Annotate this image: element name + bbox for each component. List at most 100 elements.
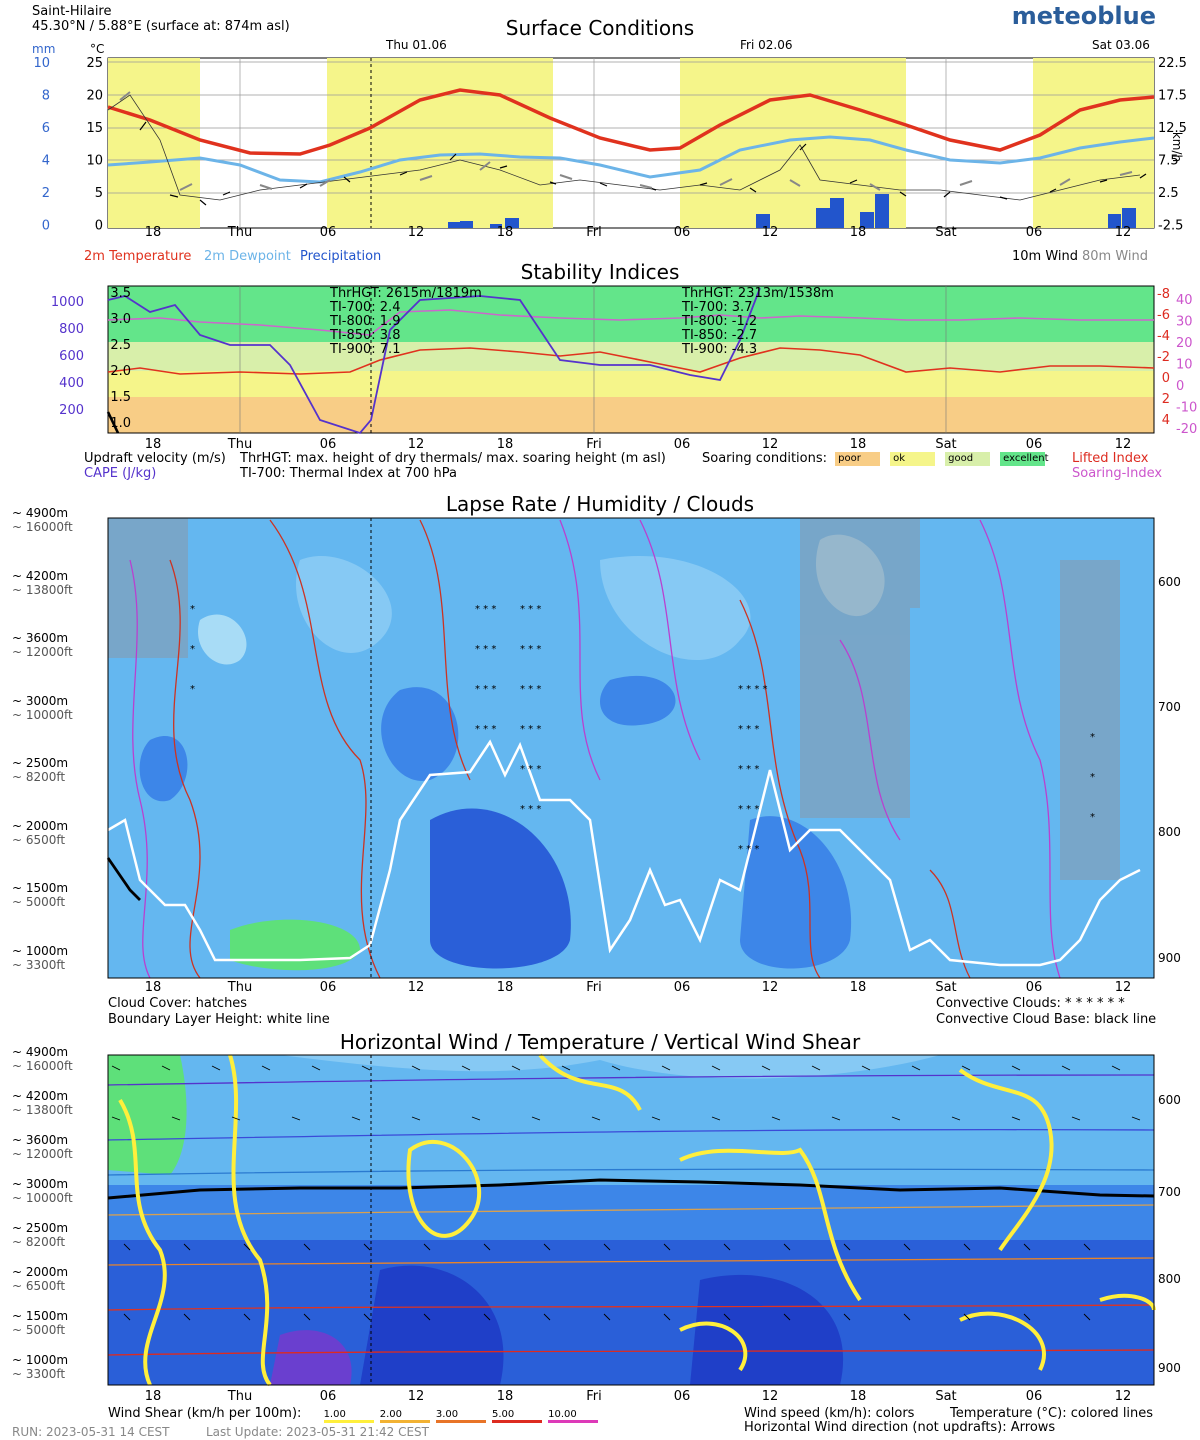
svg-text:* * *: * * * [738,844,759,855]
day-label-fri: Fri 02.06 [740,38,793,52]
shear-1: 1.00 [323,1409,374,1423]
note-temperature: Temperature (°C): colored lines [950,1406,1154,1421]
wind-height-ft-6-0: ~ 5000ft [12,1323,65,1337]
lapse-height-ft-2-0: ~ 12000ft [12,645,73,659]
si-tick-3: 10 [1176,358,1193,373]
x-tick-1-11: 12 [1115,437,1132,452]
x-tick-1-6: 06 [674,437,691,452]
kmh-tick-4: 2.5 [1158,186,1179,201]
svg-text:*: * [190,644,195,655]
mm-unit: mm [32,42,56,56]
mm-tick-2: 6 [42,121,50,136]
cape-tick-3: 400 [59,376,84,391]
x-tick-0-0: 18 [145,225,162,240]
shear-3: 3.00 [435,1409,486,1423]
svg-text:* * *: * * * [475,684,496,695]
mm-tick-1: 8 [42,89,50,104]
legend-cape: CAPE (J/kg) [84,466,157,481]
x-tick-0-1: Thu [227,225,252,240]
x-tick-0-3: 12 [408,225,425,240]
cape-tick-2: 600 [59,349,84,364]
x-tick-3-4: 18 [497,1389,514,1404]
svg-text:*: * [1090,732,1095,743]
legend-80m-wind: 80m Wind [1082,249,1149,264]
si-tick-5: -10 [1176,401,1197,416]
svg-text:* * *: * * * [738,724,759,735]
brand-logo[interactable]: meteoblue [1011,2,1156,30]
cape-tick-0: 1000 [51,295,84,310]
height-axis-lapse: ~ 4900m~ 16000ft~ 4200m~ 13800ft~ 3600m~… [12,506,73,972]
x-tick-2-6: 06 [674,980,691,995]
lapse-height-ft-5-0: ~ 6500ft [12,833,65,847]
x-tick-3-3: 12 [408,1389,425,1404]
x-tick-2-2: 06 [320,980,337,995]
svg-text:*: * [1090,812,1095,823]
li-tick-0: -8 [1157,287,1170,302]
x-tick-2-7: 12 [762,980,779,995]
x-tick-0-11: 12 [1115,225,1132,240]
mm-tick-3: 4 [42,154,50,169]
svg-text:* * * *: * * * * [738,684,768,695]
c-unit: °C [90,42,105,56]
updraft-tick-5: 1.0 [110,416,131,431]
lapse-hpa-1: 700 [1158,700,1181,714]
lapse-height-ft-0-0: ~ 16000ft [12,520,73,534]
x-tick-0-5: Fri [586,225,602,240]
x-tick-3-9: Sat [935,1389,956,1404]
cape-axis: 1000 800 600 400 200 [51,295,84,418]
legend-temperature: 2m Temperature [84,249,192,264]
svg-text:*: * [190,684,195,695]
svg-text:* * *: * * * [520,804,541,815]
hpa-axis-lapse: 600 700 800 900 [1158,575,1181,965]
stability-block-2: ThrHGT: 2313m/1538m TI-700: 3.7 TI-800: -1… [682,286,834,357]
legend-updraft: Updraft velocity (m/s) [84,451,226,466]
si-tick-4: 0 [1176,379,1184,394]
x-tick-1-7: 12 [762,437,779,452]
updraft-tick-1: 3.0 [110,312,131,327]
wind-shear-legend: Wind Shear (km/h per 100m): 1.00 2.00 3.… [108,1406,599,1423]
x-tick-2-10: 06 [1026,980,1043,995]
x-tick-0-9: Sat [935,225,956,240]
lapse-height-ft-1-0: ~ 13800ft [12,583,73,597]
wind-hpa-3: 900 [1158,1361,1181,1375]
legend-ti700: TI-700: Thermal Index at 700 hPa [240,466,457,481]
legend-10m-wind: 10m Wind [1012,249,1079,264]
si-tick-1: 30 [1176,315,1193,330]
c-tick-3: 10 [86,154,103,169]
x-tick-3-8: 18 [850,1389,867,1404]
cape-tick-4: 200 [59,403,84,418]
li-tick-6: 4 [1162,413,1170,428]
surface-panel [107,57,1155,229]
lapse-height-ft-4-0: ~ 8200ft [12,770,65,784]
x-tick-2-8: 18 [850,980,867,995]
shear-10: 10.00 [548,1409,599,1423]
svg-text:* * *: * * * [475,604,496,615]
x-tick-1-0: 18 [145,437,162,452]
mm-tick-4: 2 [42,186,50,201]
kmh-tick-5: -2.5 [1158,219,1183,234]
kmh-axis: 22.5 17.5 12.5 7.5 2.5 -2.5 [1158,56,1187,234]
x-tick-1-3: 12 [408,437,425,452]
si-tick-6: -20 [1176,422,1197,437]
note-wind-speed: Wind speed (km/h): colors [744,1406,915,1421]
x-tick-0-8: 18 [850,225,867,240]
lapse-height-m-7-0: ~ 1000m [12,944,68,958]
updraft-axis: 3.5 3.0 2.5 2.0 1.5 1.0 [110,286,131,431]
lapse-height-m-1-0: ~ 4200m [12,569,68,583]
x-tick-3-2: 06 [320,1389,337,1404]
wind-height-m-7-0: ~ 1000m [12,1353,68,1367]
lapse-title: Lapse Rate / Humidity / Clouds [445,492,755,516]
svg-text:* * *: * * * [520,684,541,695]
lapse-hpa-0: 600 [1158,575,1181,589]
wind-height-m-3-0: ~ 3000m [12,1177,68,1191]
soaring-excellent: excellent [1000,451,1049,466]
x-tick-3-0: 18 [145,1389,162,1404]
legend-precipitation: Precipitation [300,249,382,264]
x-tick-3-1: Thu [227,1389,252,1404]
li-tick-3: -2 [1157,350,1170,365]
soaring-index-axis: 40 30 20 10 0 -10 -20 [1176,293,1197,437]
wind-title: Horizontal Wind / Temperature / Vertical… [339,1030,861,1054]
si-tick-2: 20 [1176,336,1193,351]
wind-height-m-6-0: ~ 1500m [12,1309,68,1323]
x-tick-1-5: Fri [586,437,602,452]
